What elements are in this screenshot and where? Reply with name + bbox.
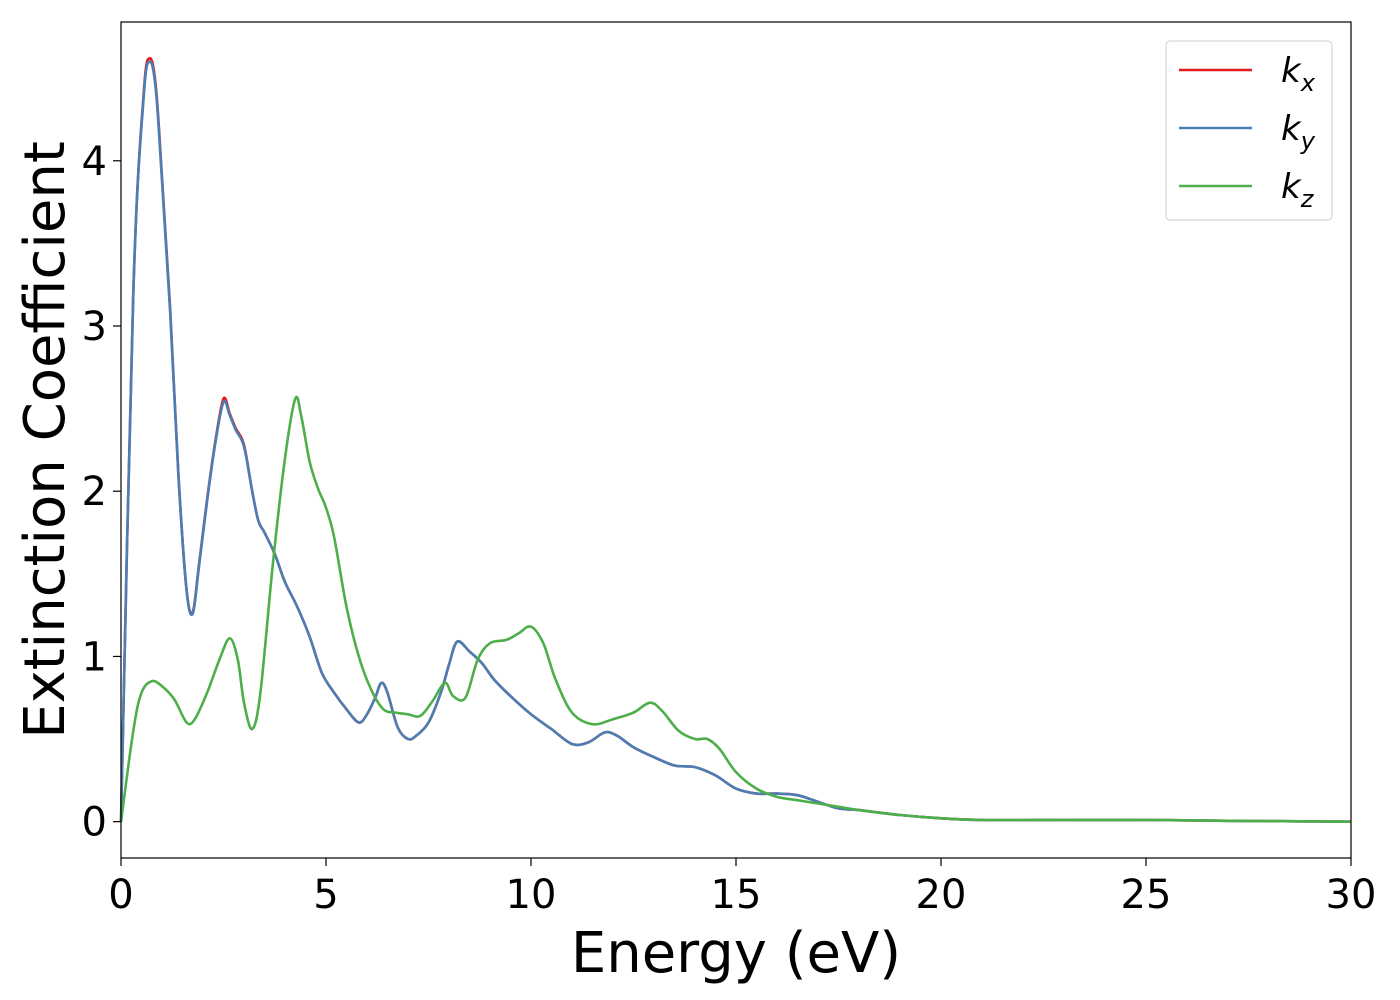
- y-tick-label: 2: [82, 469, 107, 515]
- y-axis-ticks: 0 1 2 3 4: [82, 139, 121, 846]
- y-tick-label: 1: [82, 634, 107, 680]
- x-tick-label: 20: [916, 872, 967, 918]
- y-tick-label: 3: [82, 304, 107, 350]
- x-tick-label: 25: [1121, 872, 1172, 918]
- plot-area: [119, 56, 1352, 823]
- y-tick-label: 4: [82, 139, 107, 185]
- x-tick-label: 15: [711, 872, 762, 918]
- legend-label: ky: [1281, 109, 1316, 155]
- y-tick-label: 0: [82, 800, 107, 846]
- axes-frame: [120, 21, 1352, 859]
- x-axis-label: Energy (eV): [571, 921, 901, 986]
- x-tick-label: 10: [506, 872, 557, 918]
- legend-label: kz: [1281, 167, 1315, 213]
- x-tick-label: 0: [108, 872, 133, 918]
- x-tick-label: 30: [1326, 872, 1377, 918]
- legend: kx ky kz: [1165, 40, 1333, 221]
- x-axis-ticks: 0 5 10 15 20 25 30: [108, 858, 1376, 918]
- series-line-k-z: [119, 395, 1352, 823]
- legend-label: kx: [1281, 51, 1316, 97]
- x-tick-label: 5: [313, 872, 338, 918]
- legend-box: [1165, 40, 1333, 221]
- series-line-k-y: [119, 60, 1352, 823]
- y-axis-label: Extinction Coefficient: [13, 141, 78, 739]
